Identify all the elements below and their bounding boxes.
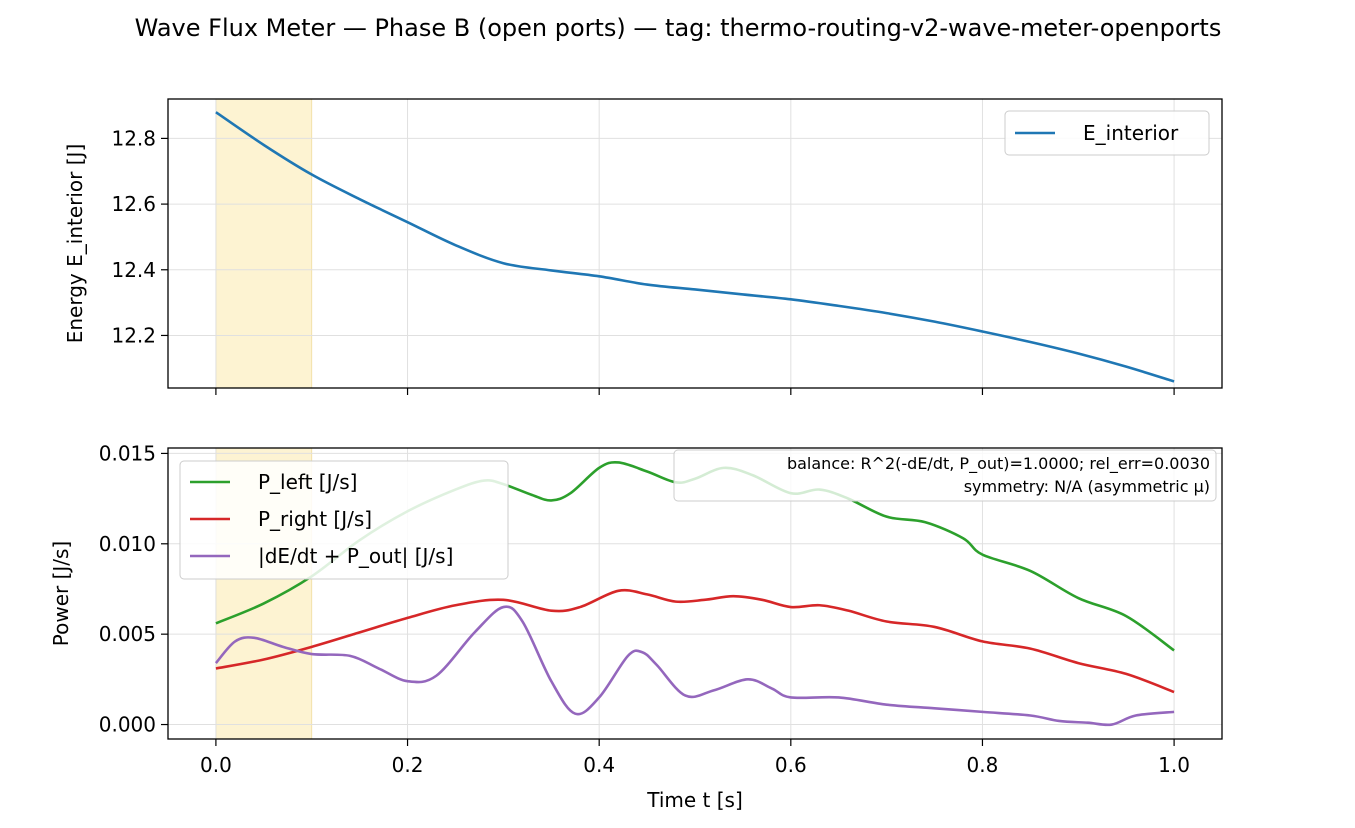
power-y-tick-label: 0.000 <box>99 713 156 737</box>
power-x-axis-label: Time t [s] <box>646 788 743 812</box>
energy-legend: E_interior <box>1004 110 1210 156</box>
power-annotation-line2: symmetry: N/A (asymmetric μ) <box>964 477 1210 496</box>
power-x-tick-label: 0.2 <box>392 753 424 777</box>
energy-y-tick-label: 12.8 <box>111 126 156 150</box>
energy-y-tick-label: 12.2 <box>111 323 156 347</box>
energy-legend-label-e_interior: E_interior <box>1083 121 1179 145</box>
energy-panel: 12.2 12.4 12.6 12.8 Energy E_interior [J] E_i… <box>63 98 1223 395</box>
power-series-line-residual <box>214 605 1175 727</box>
power-annotation-line1: balance: R^2(-dE/dt, P_out)=1.0000; rel_… <box>787 454 1210 474</box>
power-x-tick-label: 0.4 <box>583 753 615 777</box>
energy-legend-box <box>1004 110 1210 156</box>
power-legend: P_left [J/s] P_right [J/s] |dE/dt + P_out|… <box>179 460 509 580</box>
energy-shaded-region <box>215 98 313 389</box>
energy-axes-frame <box>167 98 1223 389</box>
power-series-line-p_right <box>215 588 1175 694</box>
energy-y-tick-label: 12.6 <box>111 192 156 216</box>
power-y-axis-label: Power [J/s] <box>49 541 73 647</box>
power-legend-label-p_left: P_left [J/s] <box>258 470 357 494</box>
figure-title: Wave Flux Meter — Phase B (open ports) —… <box>135 14 1222 42</box>
power-axes-frame <box>167 447 1223 740</box>
power-x-tick-label: 0.8 <box>967 753 999 777</box>
power-annotation-box <box>673 449 1217 502</box>
power-y-tick-label: 0.010 <box>99 532 156 556</box>
power-x-tick-label: 0.0 <box>200 753 232 777</box>
power-panel: 0.0 0.2 0.4 0.6 0.8 1.0 0.000 0.005 0.010 0.015 Po… <box>49 441 1223 812</box>
power-legend-label-residual: |dE/dt + P_out| [J/s] <box>258 544 453 568</box>
power-legend-label-p_right: P_right [J/s] <box>258 507 372 531</box>
energy-y-axis-label: Energy E_interior [J] <box>63 144 87 344</box>
power-x-tick-label: 1.0 <box>1158 753 1190 777</box>
energy-y-tick-label: 12.4 <box>111 258 156 282</box>
power-annotation: balance: R^2(-dE/dt, P_out)=1.0000; rel_… <box>673 449 1217 502</box>
power-y-tick-label: 0.015 <box>99 441 156 465</box>
energy-series-line-e_interior <box>215 111 1175 383</box>
power-legend-box <box>179 460 509 580</box>
power-x-tick-label: 0.6 <box>775 753 807 777</box>
power-y-tick-label: 0.005 <box>99 622 156 646</box>
